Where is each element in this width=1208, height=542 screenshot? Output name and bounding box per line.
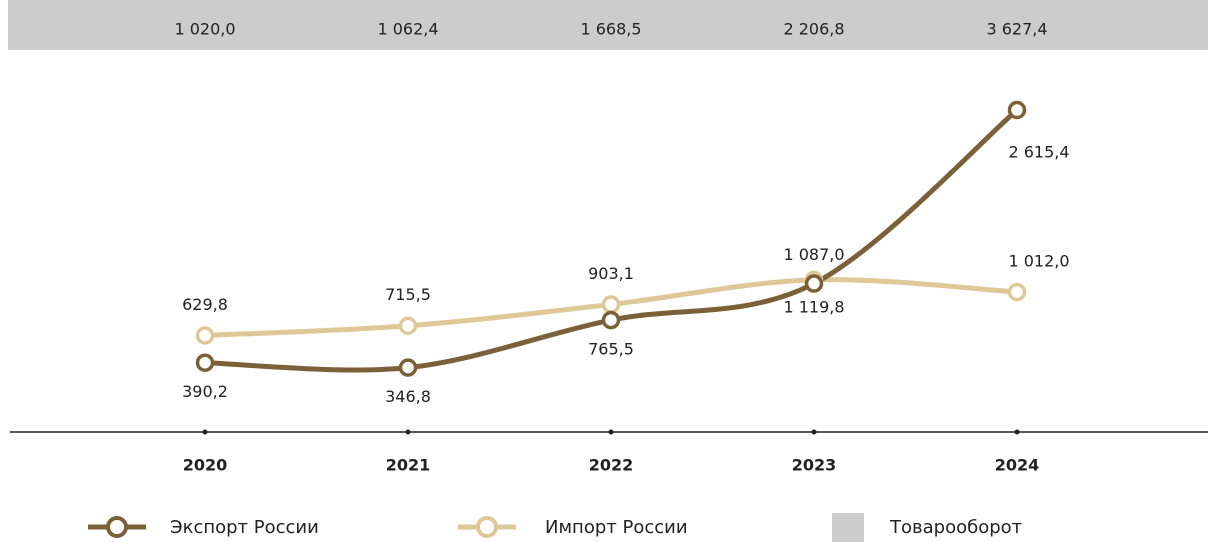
turnover-label: 1 020,0 (174, 20, 235, 39)
point (398, 358, 418, 377)
legend-marker (476, 516, 498, 538)
point (804, 274, 824, 293)
turnover-label: 1 062,4 (377, 20, 438, 39)
data-label: 1 087,0 (783, 245, 844, 264)
point (195, 353, 215, 372)
x-tick-label: 2024 (995, 456, 1040, 475)
turnover-label: 3 627,4 (986, 20, 1047, 39)
data-label: 903,1 (588, 264, 634, 283)
point (601, 310, 621, 330)
legend-marker (106, 516, 128, 538)
legend-label: Импорт России (545, 517, 688, 538)
point (398, 316, 418, 335)
x-tick (405, 429, 411, 435)
point (1007, 282, 1027, 302)
x-tick-label: 2022 (589, 456, 634, 475)
data-label: 629,8 (182, 295, 228, 314)
data-label: 715,5 (385, 285, 431, 304)
data-label: 1 119,8 (783, 297, 844, 316)
x-tick (608, 429, 614, 435)
x-tick (1014, 429, 1020, 435)
point (195, 326, 215, 345)
data-label: 390,2 (182, 382, 228, 401)
x-tick-label: 2021 (386, 456, 431, 475)
data-label: 765,5 (588, 340, 634, 359)
legend-label: Товарооборот (889, 517, 1022, 538)
point (1007, 100, 1027, 120)
x-tick (202, 429, 208, 435)
turnover-band (8, 0, 1208, 50)
data-label: 2 615,4 (1008, 143, 1069, 162)
x-tick-label: 2023 (792, 456, 837, 475)
data-label: 1 012,0 (1008, 252, 1069, 271)
x-tick-label: 2020 (183, 456, 228, 475)
data-label: 346,8 (385, 387, 431, 406)
turnover-label: 1 668,5 (580, 20, 641, 39)
x-tick (811, 429, 817, 435)
legend-label: Экспорт России (170, 517, 319, 538)
legend-swatch (832, 513, 864, 542)
point (601, 295, 621, 314)
turnover-label: 2 206,8 (783, 20, 844, 39)
